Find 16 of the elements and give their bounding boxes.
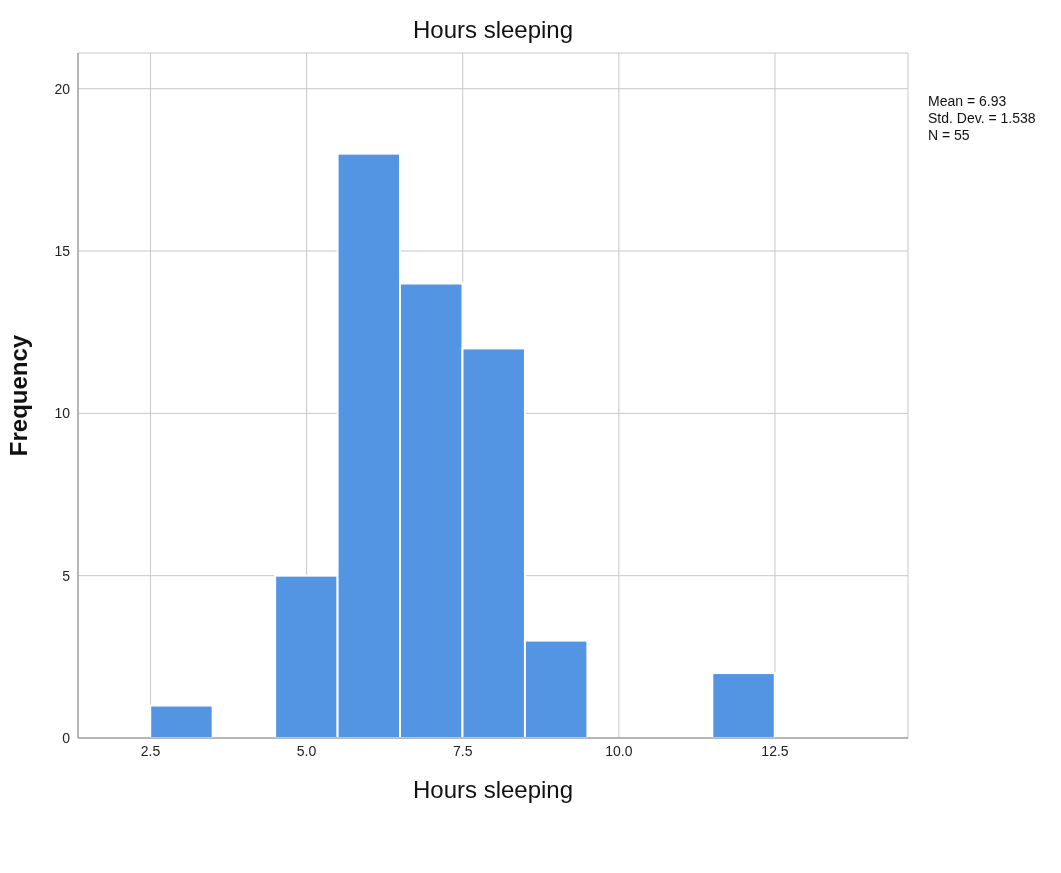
x-tick-label: 7.5 [452,742,473,759]
y-tick-label: 5 [62,567,71,584]
x-tick-label: 12.5 [761,742,789,759]
text: Mean = 6.93 [928,93,1008,110]
text: Std. Dev. = 1.538 [928,110,1036,127]
y-tick-label: 20 [54,80,71,97]
chart-title: Hours sleeping [411,16,575,44]
y-axis-title: Frequency [4,334,32,457]
x-tick-label: 2.5 [140,742,161,759]
x-tick-label: 10.0 [605,742,633,759]
x-tick-label: 5.0 [296,742,317,759]
y-tick-label: 15 [54,243,71,259]
text: N = 55 [928,127,971,144]
y-tick-label: 0 [62,729,71,746]
x-axis-title: Hours sleeping [412,776,574,803]
y-tick-label: 10 [54,405,71,422]
